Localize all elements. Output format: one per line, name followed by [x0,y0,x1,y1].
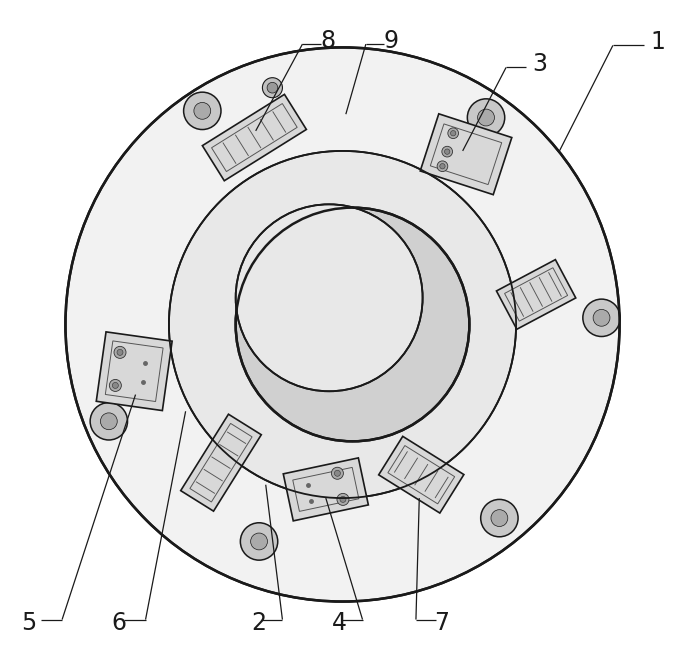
Circle shape [334,470,340,476]
Circle shape [477,109,495,126]
Text: 7: 7 [434,611,449,635]
Circle shape [267,82,277,93]
Polygon shape [181,414,261,511]
Circle shape [240,522,277,560]
Circle shape [184,92,221,130]
Circle shape [114,347,126,359]
Circle shape [481,499,518,537]
Circle shape [236,207,469,442]
Text: 1: 1 [650,30,665,54]
Polygon shape [284,458,369,521]
Text: 5: 5 [21,611,36,635]
Text: 6: 6 [112,611,126,635]
Circle shape [110,379,121,391]
Circle shape [332,467,343,479]
Circle shape [448,128,458,138]
Circle shape [583,299,620,337]
Circle shape [593,309,610,326]
Polygon shape [497,260,576,329]
Text: 2: 2 [251,611,266,635]
Circle shape [66,47,619,601]
Circle shape [112,383,119,389]
Circle shape [169,151,516,498]
Circle shape [101,413,117,429]
Circle shape [340,496,346,502]
Circle shape [90,403,127,440]
Circle shape [445,149,450,155]
Polygon shape [420,114,512,195]
Text: 9: 9 [383,29,398,53]
Circle shape [251,533,267,550]
Polygon shape [202,94,306,181]
Circle shape [442,147,453,157]
Text: 3: 3 [532,52,547,76]
Circle shape [194,102,211,119]
Circle shape [262,78,282,98]
Circle shape [491,510,508,527]
Text: 8: 8 [321,29,336,53]
Circle shape [117,349,123,355]
Circle shape [451,130,456,136]
Text: 4: 4 [332,611,347,635]
Circle shape [440,164,445,169]
Polygon shape [379,436,464,513]
Circle shape [236,204,423,391]
Circle shape [437,161,448,171]
Circle shape [337,493,349,505]
Circle shape [467,99,505,136]
Polygon shape [97,332,172,411]
